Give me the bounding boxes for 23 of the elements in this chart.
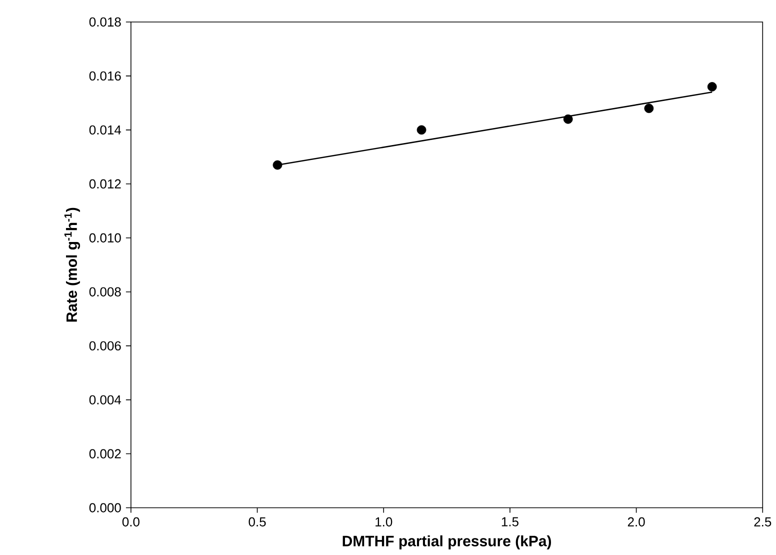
x-tick-label: 2.0	[628, 517, 645, 527]
y-tick-label: 0.010	[89, 233, 121, 243]
x-axis-title: DMTHF partial pressure (kPa)	[342, 535, 551, 550]
y-tick-label: 0.002	[89, 449, 121, 459]
y-tick-label: 0.000	[89, 503, 121, 512]
y-tick-label: 0.004	[89, 395, 122, 405]
x-tick-label: 0.0	[122, 517, 140, 527]
y-axis-title: Rate (mol g$^{-1}$h$^{-1}$)	[64, 208, 80, 322]
y-tick-label: 0.006	[89, 341, 121, 351]
y-tick-label: 0.008	[89, 287, 121, 297]
x-tick-label: 1.0	[376, 517, 392, 527]
point	[272, 160, 282, 170]
point	[563, 114, 573, 124]
point	[416, 125, 426, 135]
x-tick-label: 2.5	[754, 517, 772, 527]
y-tick-label: 0.012	[89, 179, 121, 189]
y-tick-label: 0.018	[89, 18, 121, 27]
point	[644, 104, 654, 114]
y-tick-label: 0.014	[89, 125, 122, 135]
x-tick-label: 1.5	[502, 517, 518, 526]
point	[707, 82, 717, 92]
x-tick-label: 0.5	[248, 517, 266, 527]
y-tick-label: 0.016	[89, 71, 121, 81]
